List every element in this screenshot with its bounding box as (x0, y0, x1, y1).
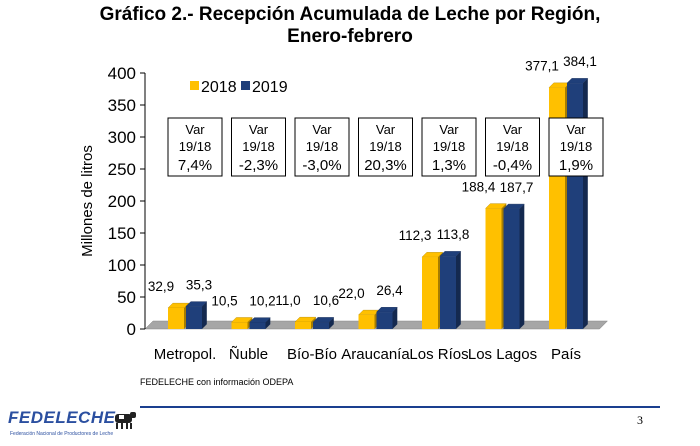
data-label: 10,2 (249, 293, 275, 308)
bar-2019-2 (313, 322, 329, 329)
var-box (167, 117, 223, 177)
category-label: Ñuble (229, 346, 268, 363)
category-label: Metropol. (154, 346, 217, 363)
data-label: 35,3 (186, 277, 212, 292)
var-box-line1: Var (376, 122, 396, 137)
category-label: Los Lagos (468, 346, 537, 363)
bar-side (329, 317, 334, 329)
bar-side (202, 301, 207, 329)
category-label: Los Ríos (409, 346, 468, 363)
var-box-line1: Var (439, 122, 459, 137)
bar-side (583, 78, 588, 329)
data-label: 32,9 (148, 279, 174, 294)
chart-subtitle: Enero-febrero (287, 26, 413, 47)
source-note: FEDELECHE con información ODEPA (140, 377, 294, 387)
y-tick-label: 0 (127, 320, 136, 339)
var-box (421, 117, 477, 177)
var-box-line2: 19/18 (433, 139, 466, 154)
data-label: 384,1 (563, 54, 597, 69)
bar-2018-5 (485, 208, 502, 329)
bar-side (456, 251, 461, 329)
var-box-line2: 19/18 (369, 139, 402, 154)
var-box-line3: 1,9% (559, 157, 593, 174)
var-box-line3: -0,4% (493, 157, 532, 174)
y-axis-label: Millones de litros (79, 145, 96, 257)
var-box-line3: -2,3% (239, 157, 278, 174)
data-label: 26,4 (376, 283, 403, 298)
bar-2018-1 (231, 322, 248, 329)
var-box-line1: Var (185, 122, 205, 137)
y-tick-label: 100 (108, 256, 136, 275)
legend-label-2019: 2019 (252, 79, 288, 96)
bar-2018-2 (295, 321, 311, 329)
legend-swatch-2018 (190, 81, 199, 90)
cow-icon (115, 412, 136, 429)
y-tick-label: 250 (108, 160, 136, 179)
var-box-line1: Var (566, 122, 586, 137)
var-box-line2: 19/18 (496, 139, 529, 154)
data-label: 377,1 (525, 59, 559, 74)
bar-side (265, 317, 271, 329)
y-tick-label: 200 (108, 192, 136, 211)
y-tick-label: 50 (117, 288, 136, 307)
chart-title: Gráfico 2.- Recepción Acumulada de Leche… (99, 4, 601, 25)
bar-2019-3 (376, 312, 393, 329)
bar-2019-1 (249, 322, 266, 329)
legend-swatch-2019 (241, 81, 250, 90)
logo-wordmark: FEDELECHE (8, 408, 116, 427)
category-label: Araucanía (341, 346, 410, 363)
y-tick-label: 350 (108, 96, 136, 115)
var-box-line2: 19/18 (306, 139, 339, 154)
var-box-line2: 19/18 (179, 139, 212, 154)
y-tick-label: 300 (108, 128, 136, 147)
data-label: 187,7 (500, 180, 534, 195)
fedeleche-logo: FEDELECHE Federación Nacional de Product… (8, 405, 138, 443)
category-label: Bío-Bío (287, 346, 337, 363)
data-label: 113,8 (437, 227, 470, 242)
var-box-line2: 19/18 (242, 139, 275, 154)
data-label: 188,4 (462, 179, 496, 194)
var-box (294, 117, 350, 177)
footer-divider (140, 406, 660, 408)
bar-2018-3 (358, 314, 375, 329)
bar-2019-5 (503, 208, 520, 329)
var-box-line2: 19/18 (560, 139, 593, 154)
y-tick-label: 150 (108, 224, 136, 243)
var-box-line3: 7,4% (178, 157, 212, 174)
bar-side (519, 204, 525, 329)
data-label: 10,6 (313, 293, 339, 308)
var-box-line1: Var (312, 122, 332, 137)
page-number: 3 (637, 413, 643, 427)
y-tick-label: 400 (108, 64, 136, 83)
bar-2019-4 (440, 256, 456, 329)
var-box-line3: 20,3% (364, 157, 407, 174)
var-box (231, 117, 286, 177)
data-label: 112,3 (399, 228, 432, 243)
var-box-line1: Var (503, 122, 523, 137)
var-box-line3: -3,0% (302, 157, 341, 174)
data-label: 10,5 (211, 293, 237, 308)
var-box (358, 117, 413, 177)
bar-2019-0 (186, 306, 202, 329)
logo-tagline: Federación Nacional de Productores de Le… (10, 431, 114, 437)
bar-2018-4 (422, 257, 438, 329)
category-label: País (551, 346, 581, 363)
var-box (548, 117, 604, 177)
bar-2018-0 (168, 307, 184, 329)
legend-label-2018: 2018 (201, 79, 237, 96)
data-label: 11,0 (275, 293, 300, 308)
bar-side (392, 307, 398, 329)
data-label: 22,0 (338, 286, 364, 301)
var-box-line3: 1,3% (432, 157, 466, 174)
var-box-line1: Var (249, 122, 269, 137)
var-box (485, 117, 540, 177)
